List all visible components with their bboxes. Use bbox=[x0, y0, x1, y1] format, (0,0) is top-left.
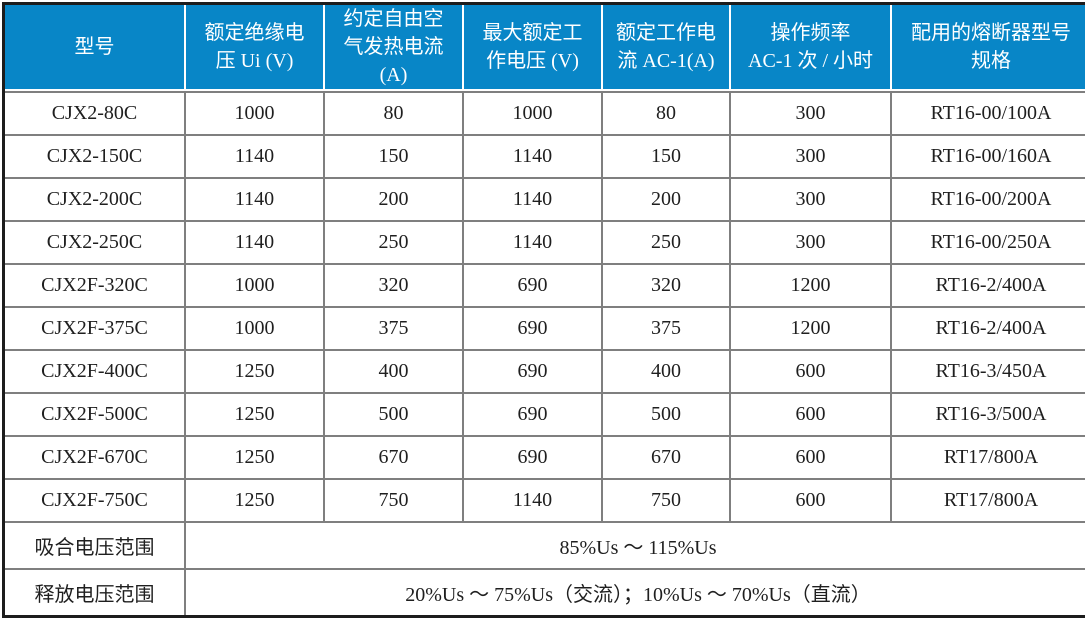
cell-max-rated-operating-voltage: 690 bbox=[462, 263, 601, 306]
cell-max-rated-operating-voltage: 1000 bbox=[462, 91, 601, 134]
header-cell-rated-insulation-voltage: 额定绝缘电 压 Ui (V) bbox=[184, 5, 323, 91]
table-row: CJX2F-500C 1250 500 690 500 600 RT16-3/500A bbox=[5, 392, 1085, 435]
cell-rated-insulation-voltage: 1250 bbox=[184, 478, 323, 521]
cell-model: CJX2F-500C bbox=[5, 392, 184, 435]
cell-rated-operating-current-ac1: 320 bbox=[601, 263, 729, 306]
cell-free-air-thermal-current: 375 bbox=[323, 306, 462, 349]
cell-model: CJX2F-400C bbox=[5, 349, 184, 392]
cell-rated-operating-current-ac1: 750 bbox=[601, 478, 729, 521]
cell-matching-fuse-spec: RT16-00/200A bbox=[890, 177, 1085, 220]
cell-matching-fuse-spec: RT16-00/160A bbox=[890, 134, 1085, 177]
cell-free-air-thermal-current: 200 bbox=[323, 177, 462, 220]
cell-free-air-thermal-current: 150 bbox=[323, 134, 462, 177]
cell-free-air-thermal-current: 500 bbox=[323, 392, 462, 435]
footer-label-release-voltage-range: 释放电压范围 bbox=[5, 568, 184, 615]
table-row: CJX2-80C 1000 80 1000 80 300 RT16-00/100A bbox=[5, 91, 1085, 134]
cell-rated-insulation-voltage: 1140 bbox=[184, 220, 323, 263]
cell-operating-frequency: 600 bbox=[729, 478, 890, 521]
cell-max-rated-operating-voltage: 1140 bbox=[462, 177, 601, 220]
cell-operating-frequency: 300 bbox=[729, 91, 890, 134]
cell-operating-frequency: 300 bbox=[729, 134, 890, 177]
header-cell-max-rated-operating-voltage: 最大额定工 作电压 (V) bbox=[462, 5, 601, 91]
cell-operating-frequency: 600 bbox=[729, 435, 890, 478]
cell-max-rated-operating-voltage: 690 bbox=[462, 306, 601, 349]
cell-model: CJX2-250C bbox=[5, 220, 184, 263]
cell-rated-insulation-voltage: 1000 bbox=[184, 91, 323, 134]
header-cell-operating-frequency: 操作频率 AC-1 次 / 小时 bbox=[729, 5, 890, 91]
cell-matching-fuse-spec: RT16-00/250A bbox=[890, 220, 1085, 263]
cell-free-air-thermal-current: 750 bbox=[323, 478, 462, 521]
cell-rated-insulation-voltage: 1000 bbox=[184, 306, 323, 349]
cell-free-air-thermal-current: 320 bbox=[323, 263, 462, 306]
table-body: CJX2-80C 1000 80 1000 80 300 RT16-00/100A CJX2-… bbox=[5, 91, 1085, 521]
cell-max-rated-operating-voltage: 690 bbox=[462, 392, 601, 435]
table-footer: 吸合电压范围 85%Us ～ 115%Us 释放电压范围 20%Us ～ 75%Us（… bbox=[5, 521, 1085, 615]
footer-row: 释放电压范围 20%Us ～ 75%Us（交流）；10%Us ～ 70%Us（直流… bbox=[5, 568, 1085, 615]
table-row: CJX2-150C 1140 150 1140 150 300 RT16-00/160A bbox=[5, 134, 1085, 177]
cell-rated-insulation-voltage: 1250 bbox=[184, 349, 323, 392]
cell-operating-frequency: 1200 bbox=[729, 306, 890, 349]
cell-matching-fuse-spec: RT16-2/400A bbox=[890, 263, 1085, 306]
cell-matching-fuse-spec: RT17/800A bbox=[890, 478, 1085, 521]
cell-model: CJX2F-670C bbox=[5, 435, 184, 478]
header-cell-model: 型号 bbox=[5, 5, 184, 91]
cell-rated-operating-current-ac1: 670 bbox=[601, 435, 729, 478]
cell-matching-fuse-spec: RT16-3/500A bbox=[890, 392, 1085, 435]
cell-max-rated-operating-voltage: 1140 bbox=[462, 478, 601, 521]
cell-rated-operating-current-ac1: 400 bbox=[601, 349, 729, 392]
cell-model: CJX2F-750C bbox=[5, 478, 184, 521]
cell-matching-fuse-spec: RT16-2/400A bbox=[890, 306, 1085, 349]
table-header: 型号 额定绝缘电 压 Ui (V) 约定自由空 气发热电流 (A) 最大额定工 作电压… bbox=[5, 5, 1085, 91]
footer-row: 吸合电压范围 85%Us ～ 115%Us bbox=[5, 521, 1085, 568]
footer-value-pickup-voltage-range: 85%Us ～ 115%Us bbox=[184, 521, 1085, 568]
cell-rated-operating-current-ac1: 150 bbox=[601, 134, 729, 177]
cell-free-air-thermal-current: 250 bbox=[323, 220, 462, 263]
footer-value-release-voltage-range: 20%Us ～ 75%Us（交流）；10%Us ～ 70%Us（直流） bbox=[184, 568, 1085, 615]
cell-rated-operating-current-ac1: 375 bbox=[601, 306, 729, 349]
cell-rated-operating-current-ac1: 80 bbox=[601, 91, 729, 134]
cell-rated-insulation-voltage: 1250 bbox=[184, 435, 323, 478]
footer-label-pickup-voltage-range: 吸合电压范围 bbox=[5, 521, 184, 568]
cell-rated-insulation-voltage: 1140 bbox=[184, 177, 323, 220]
cell-model: CJX2-200C bbox=[5, 177, 184, 220]
cell-rated-operating-current-ac1: 500 bbox=[601, 392, 729, 435]
header-cell-rated-operating-current-ac1: 额定工作电 流 AC-1(A) bbox=[601, 5, 729, 91]
cell-max-rated-operating-voltage: 690 bbox=[462, 435, 601, 478]
cell-free-air-thermal-current: 400 bbox=[323, 349, 462, 392]
cell-rated-insulation-voltage: 1000 bbox=[184, 263, 323, 306]
table-row: CJX2-200C 1140 200 1140 200 300 RT16-00/200A bbox=[5, 177, 1085, 220]
cell-rated-operating-current-ac1: 200 bbox=[601, 177, 729, 220]
cell-max-rated-operating-voltage: 690 bbox=[462, 349, 601, 392]
cell-rated-insulation-voltage: 1250 bbox=[184, 392, 323, 435]
cell-matching-fuse-spec: RT16-00/100A bbox=[890, 91, 1085, 134]
cell-model: CJX2-80C bbox=[5, 91, 184, 134]
cell-matching-fuse-spec: RT17/800A bbox=[890, 435, 1085, 478]
cell-rated-insulation-voltage: 1140 bbox=[184, 134, 323, 177]
table-row: CJX2F-320C 1000 320 690 320 1200 RT16-2/400A bbox=[5, 263, 1085, 306]
cell-operating-frequency: 300 bbox=[729, 220, 890, 263]
cell-model: CJX2F-320C bbox=[5, 263, 184, 306]
cell-max-rated-operating-voltage: 1140 bbox=[462, 220, 601, 263]
table-row: CJX2F-750C 1250 750 1140 750 600 RT17/800A bbox=[5, 478, 1085, 521]
cell-rated-operating-current-ac1: 250 bbox=[601, 220, 729, 263]
cell-operating-frequency: 600 bbox=[729, 392, 890, 435]
cell-operating-frequency: 300 bbox=[729, 177, 890, 220]
table-row: CJX2F-670C 1250 670 690 670 600 RT17/800A bbox=[5, 435, 1085, 478]
cell-matching-fuse-spec: RT16-3/450A bbox=[890, 349, 1085, 392]
cell-model: CJX2-150C bbox=[5, 134, 184, 177]
header-row: 型号 额定绝缘电 压 Ui (V) 约定自由空 气发热电流 (A) 最大额定工 作电压… bbox=[5, 5, 1085, 91]
cell-free-air-thermal-current: 80 bbox=[323, 91, 462, 134]
cell-max-rated-operating-voltage: 1140 bbox=[462, 134, 601, 177]
header-cell-matching-fuse-spec: 配用的熔断器型号 规格 bbox=[890, 5, 1085, 91]
table-row: CJX2F-400C 1250 400 690 400 600 RT16-3/450A bbox=[5, 349, 1085, 392]
table-row: CJX2-250C 1140 250 1140 250 300 RT16-00/250A bbox=[5, 220, 1085, 263]
cell-operating-frequency: 1200 bbox=[729, 263, 890, 306]
table-row: CJX2F-375C 1000 375 690 375 1200 RT16-2/400A bbox=[5, 306, 1085, 349]
cell-model: CJX2F-375C bbox=[5, 306, 184, 349]
cell-free-air-thermal-current: 670 bbox=[323, 435, 462, 478]
cell-operating-frequency: 600 bbox=[729, 349, 890, 392]
header-cell-free-air-thermal-current: 约定自由空 气发热电流 (A) bbox=[323, 5, 462, 91]
